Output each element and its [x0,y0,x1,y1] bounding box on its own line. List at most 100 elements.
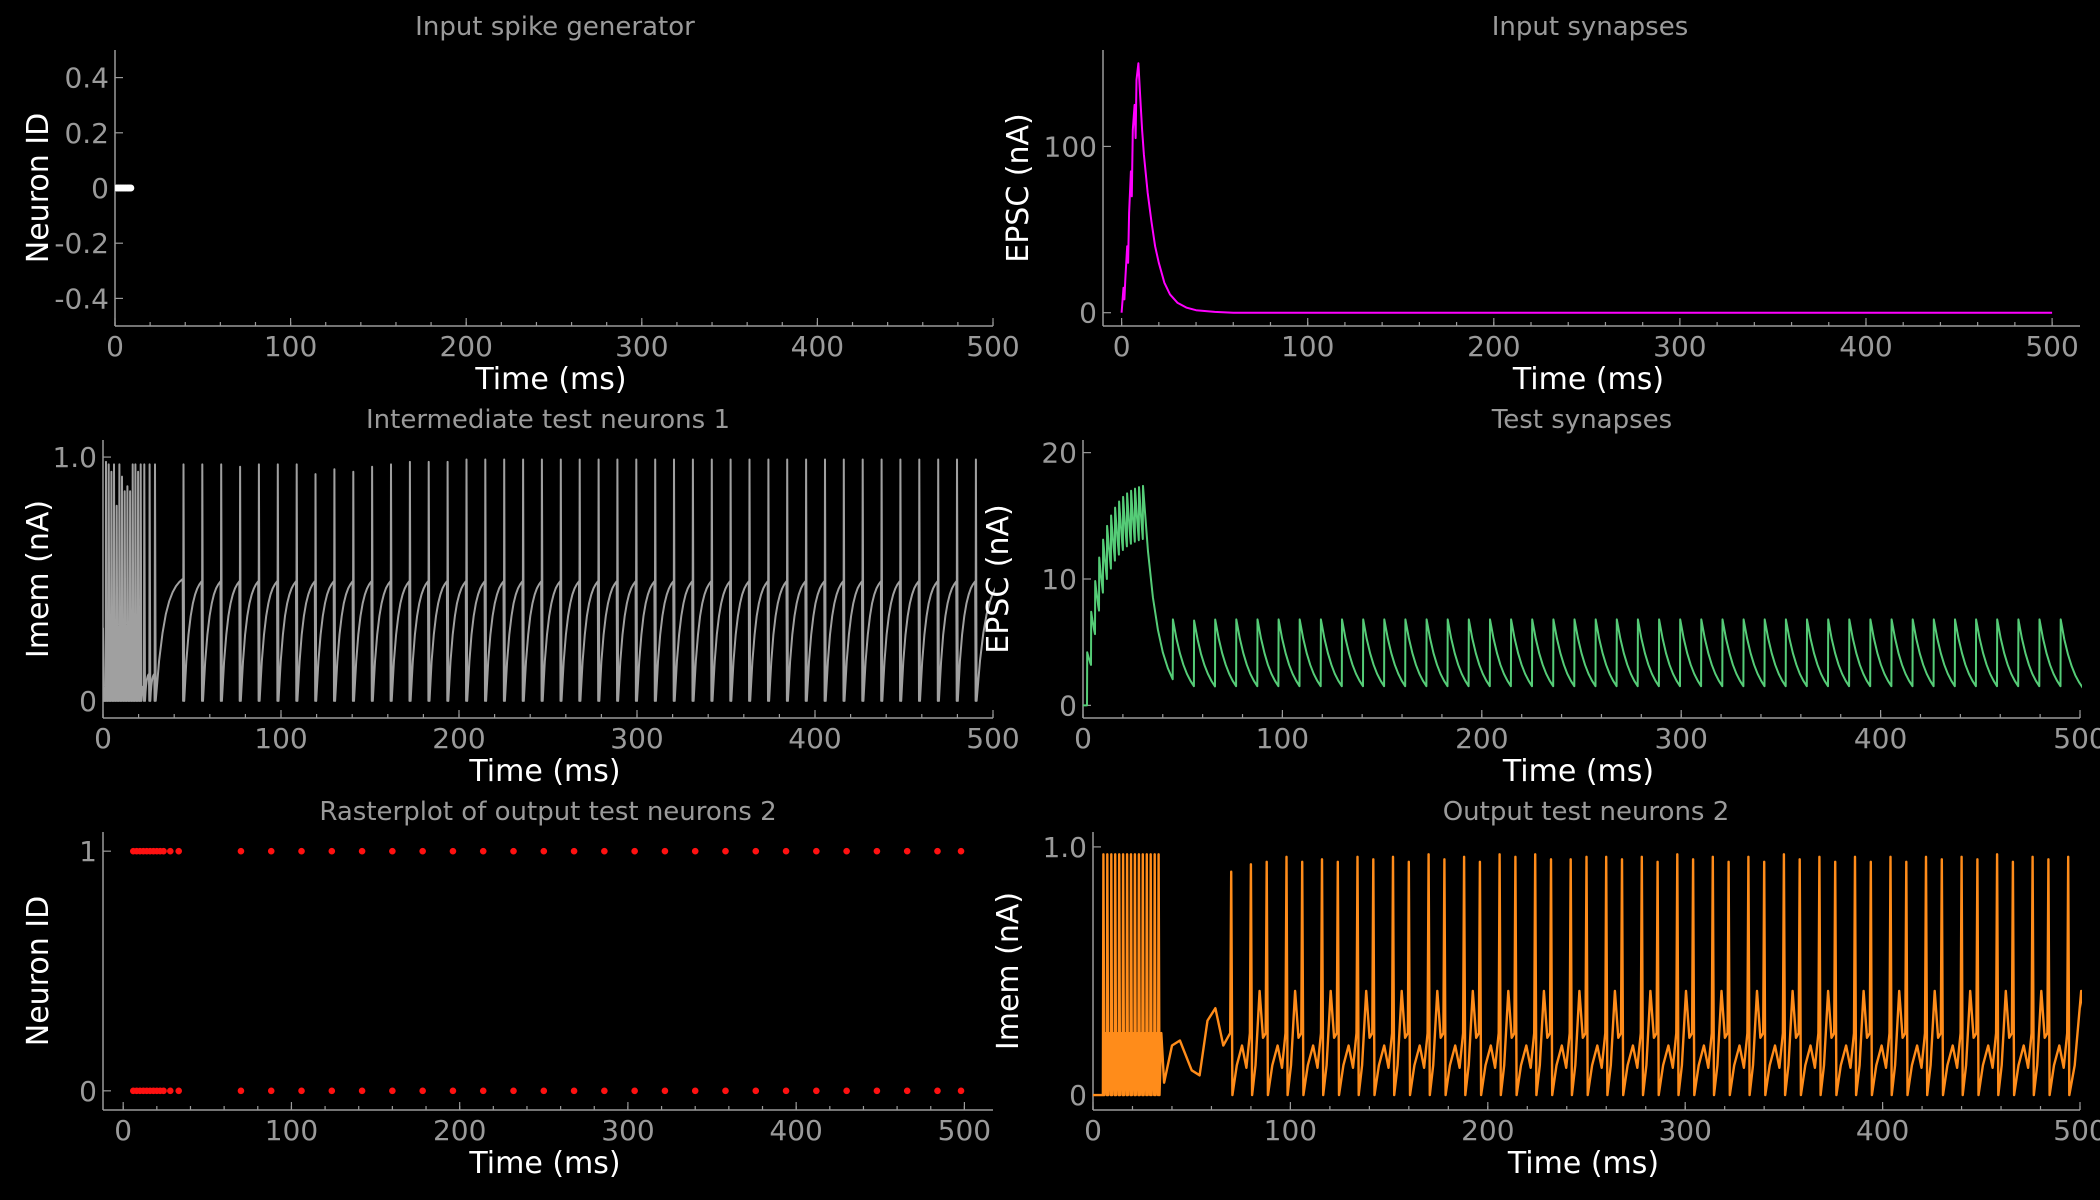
x-tick-label: 400 [1839,330,1892,363]
y-tick-label: 0 [79,685,97,718]
x-tick-label: 0 [114,1114,132,1147]
plot-area [115,184,135,192]
x-tick-label: 100 [1281,330,1334,363]
spike-marker [510,847,517,855]
x-tick-label: 100 [1256,722,1309,755]
x-tick-label: 0 [1113,330,1131,363]
x-tick-label: 400 [1854,722,1907,755]
y-tick-label: 1 [79,835,97,868]
series-line [1120,62,2053,314]
spike-marker [570,1087,578,1095]
y-axis-label: EPSC (nA) [981,504,1016,654]
chart-title: Output test neurons 2 [1443,797,1730,827]
series-line [103,458,995,702]
y-tick-label: 0 [91,172,109,205]
spike-marker [752,1087,760,1095]
x-tick-label: 200 [432,722,485,755]
spike-marker [479,1087,487,1095]
chart-test-synapses: Test synapses 0 100 200 300 400 500 0 10 20 Time (… [981,405,2100,789]
x-tick-label: 400 [791,330,844,363]
spike-marker [903,847,911,855]
spike-marker [267,847,275,855]
spike-marker [237,1087,245,1095]
x-axis-label: Time (ms) [468,1146,620,1181]
plot-area [1083,484,2082,707]
spike-marker [540,1087,548,1095]
spike-marker [510,1087,517,1095]
spike-marker [661,1087,669,1095]
series-line [1093,853,2082,1097]
x-tick-label: 200 [1461,1114,1514,1147]
y-tick-label: 20 [1041,437,1077,470]
spike-marker [175,1087,183,1095]
y-tick-label: 1.0 [52,441,97,474]
spike-marker [540,847,548,855]
spike-marker [358,847,366,855]
x-tick-label: 0 [94,722,112,755]
x-tick-label: 400 [769,1114,822,1147]
y-tick-label: -0.2 [54,227,109,260]
chart-rasterplot-output-test-neurons-2: Rasterplot of output test neurons 2 0 100 2… [21,797,993,1181]
x-tick-label: 0 [1074,722,1092,755]
spike-marker [722,847,729,855]
y-axis-label: Neuron ID [21,113,56,263]
y-tick-label: 0 [1059,689,1077,722]
x-tick-label: 300 [1654,722,1707,755]
spike-marker [934,847,941,855]
y-tick-label: 0 [1069,1079,1087,1112]
spike-marker [166,847,174,855]
spike-marker [957,847,965,855]
spike-marker [419,847,426,855]
series-line [1083,484,2082,707]
x-tick-label: 500 [2025,330,2078,363]
y-tick-label: -0.4 [54,282,109,315]
spike-marker [449,847,457,855]
spike-marker [601,847,608,855]
y-tick-label: 0.4 [64,62,109,95]
x-tick-label: 300 [615,330,668,363]
plot-area [103,458,995,702]
spike-marker [328,1087,336,1095]
spike-marker [691,847,699,855]
spike-marker [843,1087,850,1095]
x-axis-label: Time (ms) [474,362,626,397]
chart-title: Rasterplot of output test neurons 2 [319,797,776,827]
spike-marker [631,1087,638,1095]
spike-marker [782,847,790,855]
x-tick-label: 400 [1856,1114,1909,1147]
spike-marker [160,847,167,855]
x-tick-label: 200 [1467,330,1520,363]
plot-area [1093,853,2082,1097]
spike-marker [298,1087,305,1095]
spike-marker [160,1087,167,1095]
spike-marker [782,1087,790,1095]
spike-marker [419,1087,426,1095]
x-tick-label: 500 [966,722,1019,755]
y-axis-label: EPSC (nA) [1001,113,1036,263]
x-tick-label: 200 [1455,722,1508,755]
y-tick-label: 10 [1041,563,1077,596]
spike-marker [298,847,305,855]
x-axis-label: Time (ms) [1502,754,1654,789]
spike-marker [358,1087,366,1095]
spike-marker [691,1087,699,1095]
spike-marker [722,1087,729,1095]
spike-marker [601,1087,608,1095]
x-axis-label: Time (ms) [1507,1146,1659,1181]
chart-title: Test synapses [1491,405,1672,435]
x-tick-label: 300 [1658,1114,1711,1147]
spike-marker [166,1087,174,1095]
x-axis-label: Time (ms) [468,754,620,789]
y-tick-label: 0 [79,1075,97,1108]
y-axis-label: Neuron ID [21,896,56,1046]
x-tick-label: 300 [601,1114,654,1147]
chart-title: Intermediate test neurons 1 [366,405,730,435]
y-tick-label: 0 [1079,297,1097,330]
spike-marker [127,184,135,192]
chart-output-test-neurons-2: Output test neurons 2 0 100 200 300 400 500 0 1.… [991,797,2100,1181]
spike-marker [389,1087,396,1095]
x-tick-label: 200 [439,330,492,363]
y-axis-label: Imem (nA) [991,892,1026,1050]
y-tick-label: 100 [1044,130,1097,163]
x-tick-label: 0 [1084,1114,1102,1147]
